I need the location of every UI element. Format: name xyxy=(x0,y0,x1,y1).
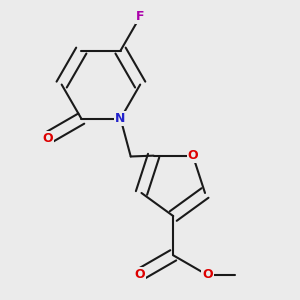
Text: F: F xyxy=(136,10,144,23)
Text: O: O xyxy=(202,268,213,281)
Text: O: O xyxy=(188,149,198,162)
Text: N: N xyxy=(116,112,126,125)
Text: O: O xyxy=(134,268,145,281)
Text: O: O xyxy=(42,132,52,145)
